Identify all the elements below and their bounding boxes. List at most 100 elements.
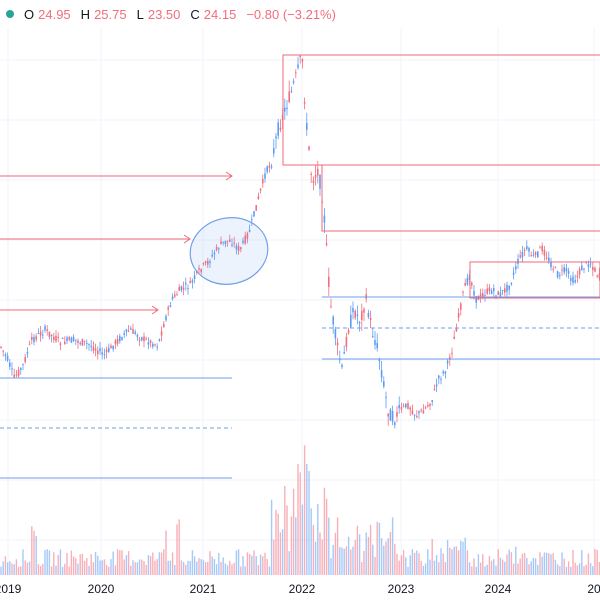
volume-bar xyxy=(477,554,480,575)
candle-body xyxy=(396,412,398,417)
volume-bar xyxy=(484,566,486,575)
candle-body xyxy=(561,269,563,271)
volume-bar xyxy=(541,556,543,575)
candle-body xyxy=(297,64,299,68)
volume-bar xyxy=(4,556,7,575)
volume-bar xyxy=(374,556,376,575)
volume-bar xyxy=(288,551,290,575)
candle-body xyxy=(325,243,328,245)
candle-body xyxy=(548,257,550,262)
volume-bar xyxy=(284,485,286,575)
volume-bar xyxy=(427,549,429,575)
candle-body xyxy=(213,252,216,255)
candle-body xyxy=(592,267,594,271)
volume-bar xyxy=(66,552,68,575)
candle-body xyxy=(132,329,134,334)
volume-bar xyxy=(31,526,33,575)
candle-body xyxy=(523,249,526,251)
candle-body xyxy=(358,322,361,324)
volume-bar xyxy=(68,566,70,575)
low-label: L xyxy=(136,6,144,22)
candle-body xyxy=(581,265,583,271)
candle-body xyxy=(576,275,579,278)
candle-body xyxy=(475,296,477,303)
candle-body xyxy=(512,272,515,275)
candle-body xyxy=(543,249,546,256)
candle-body xyxy=(235,245,238,250)
volume-bar xyxy=(209,551,211,575)
candle-body xyxy=(242,240,244,244)
candle-body xyxy=(429,403,431,407)
volume-bar xyxy=(158,552,161,575)
volume-bar xyxy=(534,558,537,575)
volume-bar xyxy=(451,549,453,575)
candle-body xyxy=(72,336,75,342)
candle-body xyxy=(222,241,224,243)
candle-body xyxy=(152,343,154,347)
candle-body xyxy=(398,404,400,409)
volume-bar xyxy=(325,498,328,575)
volume-bar xyxy=(486,564,488,575)
volume-bar xyxy=(314,541,317,575)
candle-body xyxy=(116,338,119,344)
open-label: O xyxy=(24,6,35,22)
volume-bar xyxy=(570,566,572,575)
volume-bar xyxy=(552,553,554,575)
candle-body xyxy=(493,287,495,292)
volume-bar xyxy=(138,559,141,575)
candle-body xyxy=(185,283,187,285)
candle-body xyxy=(367,312,370,318)
candle-body xyxy=(488,287,491,292)
volume-bar xyxy=(578,563,581,575)
candle-body xyxy=(374,340,376,345)
volume-bar xyxy=(418,553,420,575)
volume-bar xyxy=(550,554,552,575)
candle-body xyxy=(171,296,174,299)
volume-bar xyxy=(204,562,207,575)
candle-body xyxy=(233,242,235,244)
volume-bar xyxy=(59,549,62,575)
volume-bar xyxy=(213,558,216,575)
candle-body xyxy=(143,336,145,342)
candle-body xyxy=(90,345,92,348)
time-axis-label: 2021 xyxy=(190,582,217,596)
volume-bar xyxy=(64,563,66,575)
volume-bar xyxy=(116,549,119,575)
candle-body xyxy=(508,285,510,290)
candle-body xyxy=(356,314,359,316)
candle-body xyxy=(136,334,139,337)
volume-bar xyxy=(266,558,268,575)
candle-body xyxy=(347,330,350,334)
candle-body xyxy=(17,369,20,377)
candle-body xyxy=(237,245,240,251)
candle-body xyxy=(495,295,497,297)
candle-body xyxy=(378,358,381,362)
volume-bar xyxy=(369,524,372,575)
volume-bar xyxy=(174,564,176,575)
volume-bar xyxy=(493,559,495,575)
volume-bar xyxy=(15,559,18,575)
candle-body xyxy=(438,375,440,379)
candle-body xyxy=(83,340,86,342)
candle-body xyxy=(28,343,31,345)
candle-body xyxy=(528,247,530,252)
volume-bar xyxy=(596,549,598,575)
volume-bar xyxy=(356,525,359,575)
candle-body xyxy=(310,173,312,175)
volume-bar xyxy=(46,549,48,575)
time-axis: 2019 2020 2021 2022 2023 2024 20 xyxy=(0,582,600,596)
volume-bar xyxy=(268,566,271,575)
candle-body xyxy=(352,307,354,313)
drawings[interactable] xyxy=(0,54,600,479)
candle-body xyxy=(323,215,326,223)
volume-bar xyxy=(561,552,563,575)
candle-body xyxy=(303,102,306,104)
candle-body xyxy=(248,229,251,232)
candle-body xyxy=(163,323,165,328)
candle-body xyxy=(127,330,130,332)
volume-bar xyxy=(424,563,427,575)
volume-bar xyxy=(383,545,385,575)
volume-bar xyxy=(121,550,123,575)
candle-body xyxy=(292,81,295,83)
